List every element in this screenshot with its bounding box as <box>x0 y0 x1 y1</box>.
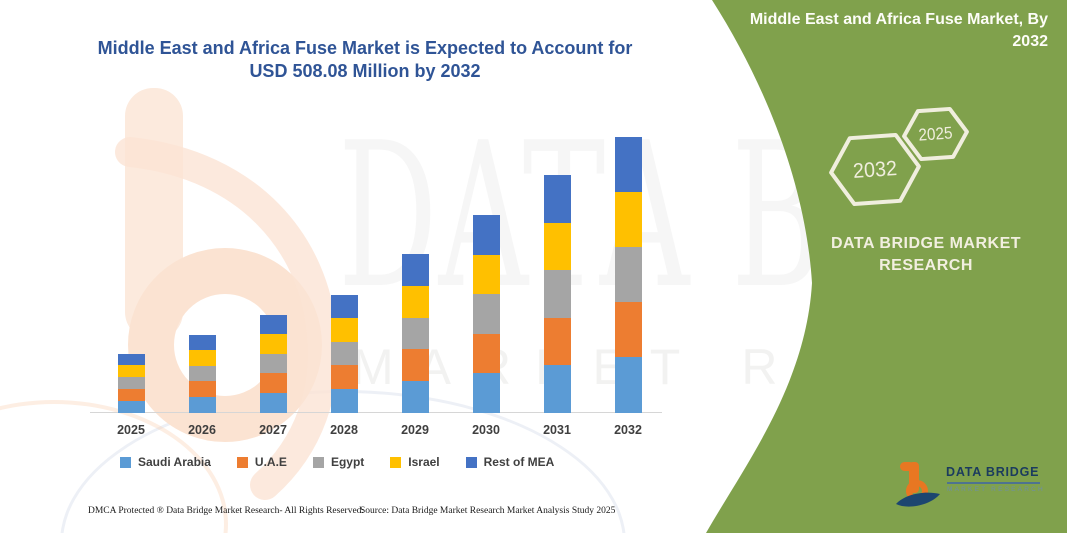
legend-marker <box>236 456 248 468</box>
bar-segment-rest-of-mea <box>472 215 500 255</box>
bar-segment-u-a-e <box>401 349 429 381</box>
bar-segment-u-a-e <box>614 302 642 358</box>
legend-label: Saudi Arabia <box>138 455 211 469</box>
bar-segment-saudi-arabia <box>543 365 571 413</box>
x-tick-2029: 2029 <box>401 423 429 437</box>
chart-legend: Saudi Arabia U.A.E Egypt Israel Rest of MEA <box>120 455 554 469</box>
bar-segment-u-a-e <box>472 333 500 374</box>
bar-segment-rest-of-mea <box>259 314 287 335</box>
bar-segment-saudi-arabia <box>614 357 642 413</box>
hexagon-2032: 2032 <box>829 132 921 207</box>
bar-segment-saudi-arabia <box>188 396 216 413</box>
logo-divider <box>947 482 1040 484</box>
brand-line2: RESEARCH <box>879 257 973 274</box>
bar-segment-egypt <box>330 341 358 366</box>
logo-name: DATA BRIDGE <box>946 465 1040 479</box>
panel-heading-line2: 2032 <box>1012 33 1048 50</box>
bar-segment-u-a-e <box>117 388 145 401</box>
hexagon-2025: 2025 <box>902 106 969 162</box>
legend-marker <box>465 456 477 468</box>
bar-segment-u-a-e <box>259 373 287 393</box>
bar-segment-saudi-arabia <box>472 373 500 413</box>
bar-segment-u-a-e <box>543 317 571 366</box>
bar-segment-israel <box>614 191 642 247</box>
bar-segment-egypt <box>401 317 429 350</box>
bar-2025 <box>117 353 145 413</box>
x-tick-2032: 2032 <box>614 423 642 437</box>
legend-item-u-a-e: U.A.E <box>236 455 287 469</box>
bar-segment-saudi-arabia <box>401 380 429 413</box>
bar-segment-rest-of-mea <box>330 294 358 319</box>
bar-2030 <box>472 215 500 413</box>
brand-line1: DATA BRIDGE MARKET <box>830 235 1022 252</box>
bar-segment-israel <box>330 318 358 342</box>
legend-item-israel: Israel <box>390 455 440 469</box>
x-tick-2030: 2030 <box>472 423 500 437</box>
bar-segment-egypt <box>543 270 571 318</box>
bar-segment-egypt <box>188 365 216 382</box>
logo-subtitle: MARKET RESEARCH <box>947 486 1045 493</box>
legend-item-rest-of-mea: Rest of MEA <box>465 455 555 469</box>
x-axis-line <box>90 412 662 413</box>
bar-2031 <box>543 175 571 413</box>
data-bridge-logo-icon <box>896 462 940 507</box>
bar-segment-egypt <box>614 246 642 303</box>
bar-segment-egypt <box>117 377 145 389</box>
legend-marker <box>390 456 402 468</box>
bar-segment-u-a-e <box>330 365 358 389</box>
bar-2029 <box>401 254 429 413</box>
chart-title-line2: USD 508.08 Million by 2032 <box>249 61 481 81</box>
legend-label: Israel <box>408 455 440 469</box>
panel-heading-line1: Middle East and Africa Fuse Market, By <box>749 11 1048 28</box>
bar-segment-israel <box>259 334 287 354</box>
forecast-hexagons: 2032 2025 <box>829 106 969 207</box>
hexagon-2025-label: 2025 <box>918 123 953 144</box>
green-side-panel <box>706 0 1067 533</box>
bar-2026 <box>188 334 216 413</box>
x-tick-2027: 2027 <box>259 423 287 437</box>
bar-2028 <box>330 294 358 413</box>
bar-segment-rest-of-mea <box>117 353 145 366</box>
x-tick-2031: 2031 <box>543 423 571 437</box>
legend-label: U.A.E <box>254 455 287 469</box>
bar-segment-saudi-arabia <box>259 392 287 413</box>
bar-segment-saudi-arabia <box>117 400 145 413</box>
bar-segment-egypt <box>472 294 500 334</box>
bar-segment-israel <box>117 365 145 378</box>
bar-segment-rest-of-mea <box>543 175 571 223</box>
bar-2032 <box>614 136 642 413</box>
bar-segment-egypt <box>259 353 287 374</box>
x-tick-2025: 2025 <box>117 423 145 437</box>
bar-segment-rest-of-mea <box>401 254 429 287</box>
bar-2027 <box>259 314 287 413</box>
bar-segment-israel <box>188 350 216 366</box>
panel-heading: Middle East and Africa Fuse Market, By 2… <box>708 9 1048 53</box>
bar-segment-rest-of-mea <box>614 136 642 192</box>
source-note: Source: Data Bridge Market Research Mark… <box>360 506 616 516</box>
legend-marker <box>312 456 324 468</box>
dmca-notice: DMCA Protected ® Data Bridge Market Rese… <box>88 506 364 516</box>
bar-segment-israel <box>543 222 571 271</box>
legend-label: Rest of MEA <box>483 455 555 469</box>
legend-marker <box>120 456 131 468</box>
x-tick-2026: 2026 <box>188 423 216 437</box>
hexagon-2032-label: 2032 <box>852 157 897 183</box>
bar-segment-saudi-arabia <box>330 388 358 413</box>
bar-segment-israel <box>401 286 429 318</box>
legend-item-saudi-arabia: Saudi Arabia <box>120 455 211 469</box>
bar-segment-u-a-e <box>188 381 216 397</box>
legend-item-egypt: Egypt <box>312 455 365 469</box>
bar-segment-rest-of-mea <box>188 334 216 351</box>
chart-title: Middle East and Africa Fuse Market is Ex… <box>40 37 690 83</box>
bar-segment-israel <box>472 254 500 295</box>
brand-wordmark: DATA BRIDGE MARKET RESEARCH <box>796 233 1056 277</box>
x-tick-2028: 2028 <box>330 423 358 437</box>
legend-label: Egypt <box>330 455 365 469</box>
chart-title-line1: Middle East and Africa Fuse Market is Ex… <box>97 38 633 58</box>
